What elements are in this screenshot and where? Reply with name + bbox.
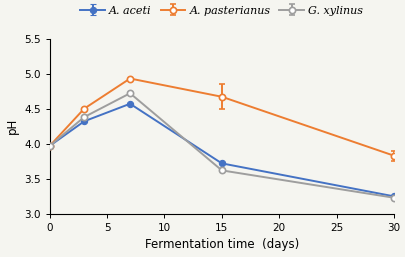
Y-axis label: pH: pH [6, 118, 19, 134]
X-axis label: Fermentation time  (days): Fermentation time (days) [144, 238, 298, 251]
Legend: A. aceti, A. pasterianus, G. xylinus: A. aceti, A. pasterianus, G. xylinus [80, 6, 362, 15]
